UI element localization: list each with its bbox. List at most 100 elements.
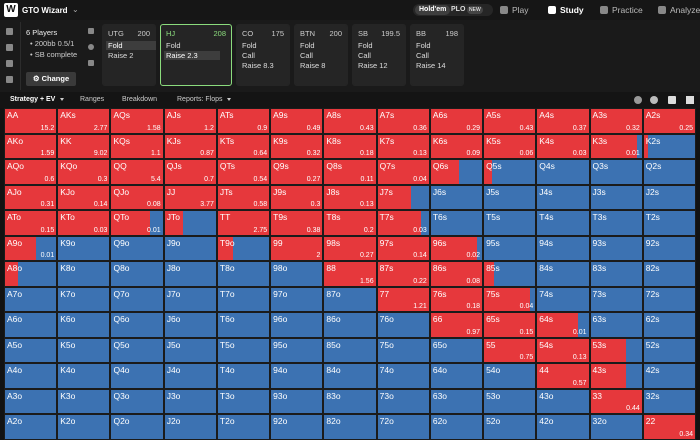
hand-cell[interactable]: A2o	[4, 414, 58, 440]
position-card[interactable]: SB 199.5 Fold Call Raise 12	[352, 24, 406, 86]
hand-cell[interactable]: KJo 0.14	[57, 184, 111, 211]
hand-cell[interactable]: 44 0.57	[536, 363, 590, 389]
tab[interactable]: Ranges	[80, 96, 105, 103]
hand-cell[interactable]: K2o	[57, 414, 111, 440]
hand-cell[interactable]: 65s 0.15	[483, 312, 537, 338]
hand-cell[interactable]: Q7o	[110, 286, 164, 313]
hand-cell[interactable]: 95s	[483, 235, 537, 262]
hand-cell[interactable]: K4s 0.03	[536, 133, 590, 160]
icon-reset[interactable]	[6, 28, 13, 35]
hand-cell[interactable]: 83s	[589, 261, 643, 287]
hand-cell[interactable]: T6o	[216, 312, 271, 338]
position-card[interactable]: HJ 208 Fold Raise 2.3	[160, 24, 232, 86]
hand-cell[interactable]: T9o	[216, 235, 271, 262]
hand-cell[interactable]: T8o	[216, 261, 271, 287]
nav-icon[interactable]	[658, 6, 666, 14]
nav-icon[interactable]	[600, 6, 608, 14]
hand-cell[interactable]: TT 2.75	[216, 210, 271, 236]
position-card[interactable]: BTN 200 Fold Call Raise 8	[294, 24, 348, 86]
hand-cell[interactable]: K7s 0.13	[376, 133, 430, 160]
hand-cell[interactable]: A9o 0.01	[4, 235, 58, 262]
hand-cell[interactable]: K2s	[642, 133, 696, 160]
position-card[interactable]: BB 198 Fold Call Raise 14	[410, 24, 464, 86]
hand-cell[interactable]: K5s 0.06	[483, 133, 537, 160]
position-card[interactable]: UTG 200 Fold Raise 2	[102, 24, 156, 86]
hand-cell[interactable]: AJs 1.2	[163, 108, 217, 134]
hand-cell[interactable]: ATs 0.9	[216, 108, 271, 134]
hand-cell[interactable]: 82o	[323, 414, 377, 440]
hand-cell[interactable]: AKo 1.59	[4, 133, 58, 160]
action[interactable]: Fold	[358, 41, 373, 50]
action[interactable]: Call	[300, 51, 313, 60]
action[interactable]: Fold	[242, 41, 257, 50]
hand-cell[interactable]: 83o	[323, 388, 377, 415]
hand-cell[interactable]: A3s 0.32	[589, 108, 643, 134]
nav-icon[interactable]	[548, 6, 556, 14]
hand-cell[interactable]: J3o	[163, 388, 217, 415]
hand-cell[interactable]: T4o	[216, 363, 271, 389]
hand-cell[interactable]: Q8o	[110, 261, 164, 287]
hand-cell[interactable]: ATo 0.15	[4, 210, 58, 236]
hand-cell[interactable]: J7o	[163, 286, 217, 313]
hand-cell[interactable]: J6o	[163, 312, 217, 338]
hand-cell[interactable]: J9o	[163, 235, 217, 262]
hand-cell[interactable]: 74s	[536, 286, 590, 313]
hand-cell[interactable]: 85o	[323, 337, 377, 364]
hand-cell[interactable]: A4o	[4, 363, 58, 389]
hand-cell[interactable]: KK 9.02	[57, 133, 111, 160]
hand-cell[interactable]: A6o	[4, 312, 58, 338]
hand-cell[interactable]: T7s 0.03	[376, 210, 430, 236]
hand-cell[interactable]: 99 2	[270, 235, 324, 262]
hand-cell[interactable]: 93s	[589, 235, 643, 262]
hand-cell[interactable]: QTs 0.54	[216, 159, 271, 185]
icon-info[interactable]	[88, 44, 94, 50]
hand-cell[interactable]: K8s 0.18	[323, 133, 377, 160]
hand-cell[interactable]: T5o	[216, 337, 271, 364]
chevron[interactable]: ⌄	[72, 5, 79, 14]
hand-cell[interactable]: 76s 0.18	[429, 286, 484, 313]
hand-cell[interactable]: A9s 0.49	[270, 108, 324, 134]
hand-cell[interactable]: 94o	[270, 363, 324, 389]
hand-cell[interactable]: 77 1.21	[376, 286, 430, 313]
icon-grid[interactable]	[668, 96, 676, 104]
hand-cell[interactable]: A5s 0.43	[483, 108, 537, 134]
hand-cell[interactable]: QJo 0.08	[110, 184, 164, 211]
hand-cell[interactable]: 54o	[483, 363, 537, 389]
hand-cell[interactable]: AKs 2.77	[57, 108, 111, 134]
hand-cell[interactable]: Q6o	[110, 312, 164, 338]
hand-cell[interactable]: 95o	[270, 337, 324, 364]
hand-cell[interactable]: Q3s	[589, 159, 643, 185]
hand-cell[interactable]: 84o	[323, 363, 377, 389]
hand-cell[interactable]: 75s 0.04	[483, 286, 537, 313]
hand-cell[interactable]: 74o	[376, 363, 430, 389]
hand-cell[interactable]: Q5o	[110, 337, 164, 364]
hand-cell[interactable]: Q9s 0.27	[270, 159, 324, 185]
hand-cell[interactable]: 82s	[642, 261, 696, 287]
hand-cell[interactable]: T5s	[483, 210, 537, 236]
hand-cell[interactable]: 54s 0.13	[536, 337, 590, 364]
action[interactable]: Call	[242, 51, 255, 60]
action[interactable]: Raise 2	[108, 51, 134, 60]
icon-save[interactable]	[6, 44, 13, 51]
hand-cell[interactable]: K3s 0.01	[589, 133, 643, 160]
hand-cell[interactable]: T2o	[216, 414, 271, 440]
hand-cell[interactable]: QQ 5.4	[110, 159, 164, 185]
hand-cell[interactable]: KQs 1.1	[110, 133, 164, 160]
hand-cell[interactable]: K9s 0.32	[270, 133, 324, 160]
hand-cell[interactable]: 64o	[429, 363, 484, 389]
hand-cell[interactable]: 22 0.34	[642, 414, 696, 440]
hand-cell[interactable]: 86o	[323, 312, 377, 338]
hand-cell[interactable]: 98s 0.27	[323, 235, 377, 262]
hand-cell[interactable]: AA 15.2	[4, 108, 58, 134]
dropdown-caret[interactable]	[60, 98, 64, 101]
hand-cell[interactable]: 94s	[536, 235, 590, 262]
hand-cell[interactable]: J4o	[163, 363, 217, 389]
nav-item[interactable]: Study	[560, 5, 584, 15]
hand-cell[interactable]: Q5s	[483, 159, 537, 185]
hand-cell[interactable]: AQs 1.58	[110, 108, 164, 134]
action[interactable]: Raise 8.3	[242, 61, 274, 70]
action[interactable]: Fold	[416, 41, 431, 50]
hand-cell[interactable]: K8o	[57, 261, 111, 287]
hand-cell[interactable]: J8o	[163, 261, 217, 287]
hand-cell[interactable]: 43o	[536, 388, 590, 415]
